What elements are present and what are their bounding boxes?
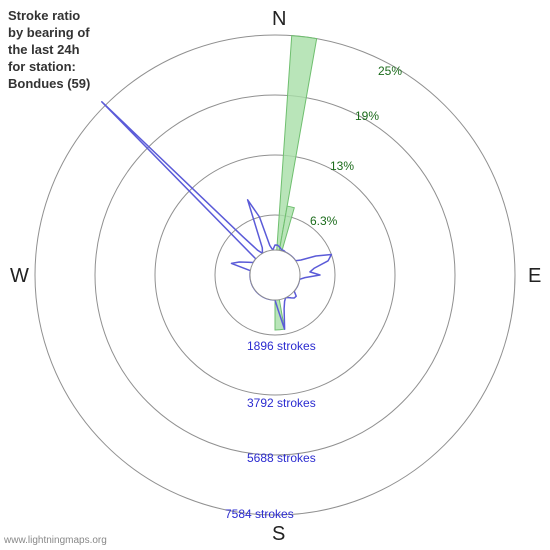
stroke-count-label: 5688 strokes — [247, 451, 316, 465]
stroke-count-label: 7584 strokes — [225, 507, 294, 521]
cardinal-label: S — [272, 523, 285, 545]
cardinal-label: E — [528, 265, 541, 287]
ratio-label: 6.3% — [310, 214, 338, 228]
cardinal-label: N — [272, 8, 286, 30]
polar-chart: N E S W 6.3% 13% 19% 25% 1896 strokes 3792 stroke… — [0, 0, 550, 550]
center-hole — [250, 250, 300, 300]
stroke-count-label: 1896 strokes — [247, 339, 316, 353]
ratio-label: 19% — [355, 109, 379, 123]
ratio-label: 25% — [378, 64, 402, 78]
cardinal-label: W — [10, 265, 29, 287]
ratio-label: 13% — [330, 159, 354, 173]
stroke-count-label: 3792 strokes — [247, 396, 316, 410]
